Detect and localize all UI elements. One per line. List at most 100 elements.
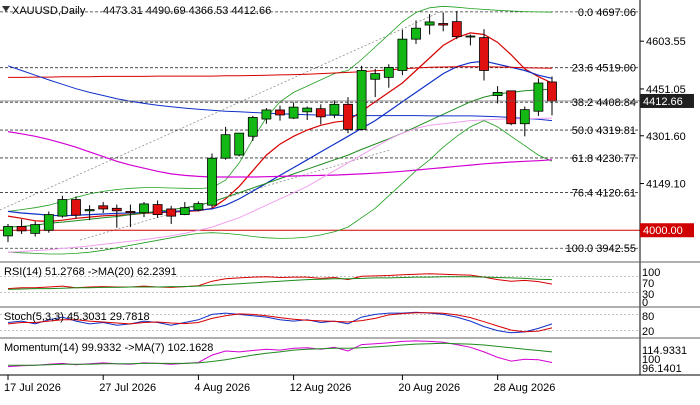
momentum-tick-label-2: 96.1401 <box>642 363 682 375</box>
candle-19 <box>261 108 272 124</box>
candle-body-bull <box>179 207 190 215</box>
candle-38 <box>519 106 530 137</box>
candle-body-bear <box>315 108 326 118</box>
candle-21 <box>288 102 299 120</box>
candle-16 <box>220 126 231 160</box>
candle-12 <box>166 205 177 224</box>
moving-average-line-2 <box>7 88 553 228</box>
candle-body-bear <box>451 21 462 38</box>
candle-body-bull <box>84 209 95 212</box>
candle-body-bull <box>411 27 421 40</box>
momentum-series-0 <box>7 340 553 368</box>
momentum-tick-label-0: 114.9331 <box>642 345 687 357</box>
current-price-tag <box>640 93 694 108</box>
candle-body-bear <box>152 204 163 215</box>
candle-9 <box>125 204 136 228</box>
candle-body-bull <box>30 224 41 234</box>
candle-25 <box>343 97 353 134</box>
level-tag-4000 <box>640 223 694 238</box>
candle-body-bear <box>125 211 136 214</box>
candle-18 <box>247 115 258 141</box>
candle-39 <box>533 78 544 116</box>
candle-body-bull <box>383 66 394 78</box>
rsi-tick-label-0: 100 <box>642 267 660 279</box>
candle-11 <box>152 200 163 218</box>
rsi-series-0 <box>7 273 553 290</box>
candle-body-bull <box>397 38 408 71</box>
candle-body-bull <box>193 203 204 211</box>
candle-body-bull <box>261 109 272 120</box>
candle-6 <box>84 205 95 221</box>
candle-26 <box>356 65 367 130</box>
candle-23 <box>315 104 326 125</box>
rsi-tick-label-1: 70 <box>642 278 654 290</box>
candle-35 <box>479 29 489 81</box>
candle-body-bull <box>356 70 367 130</box>
momentum-series-1 <box>8 342 553 366</box>
momentum-tick-label-1: 100 <box>642 354 660 366</box>
price-tick-label-1: 4451.05 <box>646 84 686 96</box>
moving-average-line-5 <box>7 131 553 178</box>
candle-body-bull <box>247 117 258 137</box>
candle-body-bull <box>220 134 231 159</box>
time-tick-label-4: 20 Aug 2026 <box>398 382 460 394</box>
candle-body-bull <box>139 203 149 214</box>
fib-label-3: 50.0 4319.81 <box>572 125 636 137</box>
fib-label-1: 23.6 4519.00 <box>572 63 636 75</box>
candle-27 <box>370 68 381 98</box>
moving-average-line-3 <box>8 66 553 78</box>
momentum-title: Momentum(14) 99.9332 ->MA(7) 102.1628 <box>4 342 213 354</box>
rsi-tick-label-3: 0 <box>642 297 648 309</box>
candle-body-bear <box>479 37 489 71</box>
candle-body-bull <box>519 109 530 125</box>
candle-15 <box>207 153 217 208</box>
candle-body-bear <box>506 90 517 125</box>
price-tick-label-3: 4149.10 <box>646 179 686 191</box>
candle-body-bull <box>57 199 68 217</box>
candle-body-bear <box>166 208 177 217</box>
candle-body-bull <box>3 226 13 237</box>
time-tick-label-1: 27 Jul 2026 <box>99 382 156 394</box>
candle-body-bear <box>71 199 81 216</box>
candle-24 <box>329 100 340 119</box>
price-tick-label-0: 4603.55 <box>646 36 686 48</box>
rsi-series-1 <box>7 276 553 290</box>
candle-body-bear <box>438 23 449 26</box>
ohlc-label: 4473.31 4490.69 4366.53 4412.66 <box>103 5 271 17</box>
candle-36 <box>492 86 503 104</box>
fib-label-0: 0.0 4697.06 <box>578 7 636 19</box>
candle-17 <box>234 132 245 157</box>
candle-34 <box>465 34 476 46</box>
candle-37 <box>506 90 517 126</box>
candle-body-bull <box>43 214 54 231</box>
candle-body-bear <box>547 81 557 102</box>
candle-1 <box>16 219 27 234</box>
stoch-series-1 <box>7 312 553 333</box>
candle-13 <box>179 202 190 216</box>
fib-label-6: 100.0 3942.55 <box>566 243 636 255</box>
candle-body-bear <box>111 207 122 212</box>
symbol-label: XAUUSD,Daily <box>12 5 86 17</box>
symbol-triangle-icon <box>2 6 10 12</box>
rsi-tick-label-2: 30 <box>642 289 654 301</box>
time-tick-label-3: 12 Aug 2026 <box>290 382 352 394</box>
candle-body-bull <box>288 106 299 119</box>
candle-body-bull <box>533 82 544 112</box>
bollinger-lower-line <box>7 120 553 255</box>
rsi-title: RSI(14) 51.2768 ->MA(20) 62.2391 <box>4 266 177 278</box>
candle-7 <box>98 202 109 214</box>
trendline-lower <box>79 149 391 241</box>
candle-body-bull <box>492 92 503 96</box>
candle-body-bull <box>234 132 245 156</box>
candle-10 <box>139 202 149 218</box>
candle-28 <box>383 64 394 88</box>
candle-body-bull <box>329 103 340 116</box>
candle-body-bear <box>275 109 285 116</box>
candle-8 <box>111 204 122 228</box>
candle-body-bear <box>343 103 353 130</box>
time-tick-label-2: 4 Aug 2026 <box>194 382 250 394</box>
stoch-tick-label-0: 80 <box>642 311 654 323</box>
candle-body-bull <box>302 107 313 113</box>
